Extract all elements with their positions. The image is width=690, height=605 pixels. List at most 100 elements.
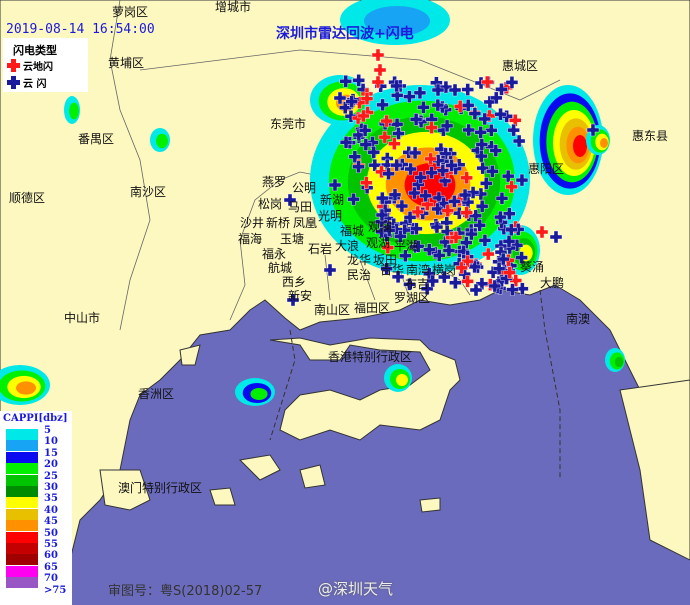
map-title: 深圳市雷达回波+闪电 [276, 26, 414, 42]
cloud-cloud-strike [478, 112, 491, 126]
cloud-ground-strike [461, 254, 474, 268]
cloud-cloud-strike [465, 227, 478, 241]
cloud-cloud-strike [395, 199, 409, 213]
scale-label: 20 [44, 459, 58, 471]
cloud-cloud-strike [461, 83, 474, 96]
cloud-cloud-strike [333, 91, 347, 105]
cloud-cloud-strike [403, 90, 416, 103]
cloud-cloud-strike [425, 166, 438, 179]
scale-label: 55 [44, 539, 58, 550]
cloud-ground-strike [371, 75, 385, 89]
radar-echo-cell [250, 388, 268, 400]
place-label: 惠东县 [632, 129, 669, 143]
place-label: 燕罗 [262, 175, 287, 189]
cloud-ground-strike [482, 247, 495, 261]
place-label: 南沙区 [130, 185, 167, 199]
cloud-cloud-strike [409, 113, 423, 126]
cloud-ground-strike [360, 176, 373, 189]
timestamp: 2019-08-14 16:54:00 [6, 22, 155, 37]
place-label: 松岗 [258, 197, 283, 211]
scale-swatch [6, 588, 38, 600]
place-label: 大浪 [335, 239, 360, 253]
cloud-cloud-strike [323, 263, 337, 277]
cloud-ground-strike [411, 205, 425, 219]
scale-swatch [6, 508, 38, 520]
cloud-cloud-strike [475, 149, 488, 163]
cloud-cloud-strike [392, 127, 405, 140]
cloud-ground-strike [421, 198, 434, 211]
cloud-ground-strike [381, 241, 395, 254]
place-label: 观澜 [368, 220, 393, 234]
scale-swatch [6, 463, 38, 475]
cloud-cloud-strike [417, 101, 430, 114]
cloud-ground-strike [357, 109, 370, 123]
scale-swatch [6, 543, 38, 554]
place-label: 光明 [318, 209, 343, 223]
place-label: 澳门特别行政区 [118, 481, 203, 495]
cloud-ground-strike [535, 225, 549, 239]
cloud-cloud-strike [352, 160, 365, 174]
cloud-ground-strike [425, 121, 438, 134]
legend-item-cg: 云地闪 [7, 58, 53, 73]
cloud-ground-strike [424, 152, 437, 166]
cloud-cloud-strike [515, 173, 529, 187]
cloud-ground-strike [481, 75, 494, 89]
cloud-cloud-strike [390, 158, 403, 172]
cloud-ground-strike [380, 114, 393, 128]
radar-echo-cell [69, 102, 79, 120]
place-label: 顺德区 [9, 191, 46, 205]
cloud-cloud-strike [425, 113, 438, 126]
cloud-cloud-strike [283, 193, 297, 207]
cloud-ground-strike [460, 171, 473, 185]
cloud-cloud-strike [394, 230, 407, 243]
scale-swatch [6, 497, 38, 509]
cloud-cloud-strike [352, 74, 365, 87]
place-label: 南湾 [406, 263, 431, 277]
cloud-cloud-strike [461, 99, 475, 112]
scale-swatch [6, 451, 38, 463]
dbz-color-scale: CAPPI[dbz] 5 10 15 20 25 30 35 40 45 50 55 60 65 70 >7… [0, 411, 72, 605]
cloud-cloud-strike [328, 178, 342, 192]
cloud-cloud-strike [480, 177, 493, 190]
cloud-cloud-strike [339, 75, 352, 88]
place-label: 福田区 [354, 301, 391, 315]
cloud-cloud-strike [403, 278, 416, 291]
cloud-cloud-strike [461, 195, 475, 209]
cloud-cloud-strike [475, 138, 489, 151]
place-label: 民治 [347, 268, 372, 282]
cloud-cloud-strike [402, 146, 415, 159]
radar-echo-cell [600, 138, 608, 148]
cloud-cloud-strike [390, 89, 404, 102]
cloud-cloud-strike [339, 136, 353, 149]
cloud-cloud-strike [347, 192, 360, 206]
cloud-cloud-strike [494, 108, 507, 121]
legend-label: 云地闪 [23, 62, 53, 73]
place-label: 东莞市 [270, 117, 307, 131]
scale-label: 50 [44, 527, 58, 539]
place-label: 香港特别行政区 [328, 350, 413, 364]
cloud-cloud-strike [391, 270, 405, 284]
radar-echo-cell [364, 6, 430, 36]
place-label: 福永 [262, 247, 287, 261]
radar-echo-cell [156, 133, 168, 149]
scale-swatch [6, 440, 38, 452]
place-label: 惠城区 [502, 59, 539, 73]
place-label: 石岩 [308, 242, 333, 256]
cloud-cloud-strike [339, 101, 352, 114]
red-cross-icon [7, 59, 20, 72]
place-label: 罗湖区 [394, 291, 431, 305]
place-label: 增城市 [215, 0, 252, 14]
cloud-cloud-strike [449, 276, 462, 289]
cloud-cloud-strike [462, 123, 475, 137]
cloud-ground-strike [441, 204, 454, 217]
cloud-cloud-strike [376, 191, 389, 205]
cloud-cloud-strike [412, 240, 425, 253]
cloud-cloud-strike [488, 279, 502, 293]
scale-label: 10 [44, 436, 58, 448]
cloud-cloud-strike [374, 80, 387, 93]
cloud-cloud-strike [485, 124, 498, 137]
place-label: 凤凰 [293, 216, 318, 230]
cloud-cloud-strike [469, 283, 483, 297]
place-label: 南澳 [566, 312, 591, 326]
